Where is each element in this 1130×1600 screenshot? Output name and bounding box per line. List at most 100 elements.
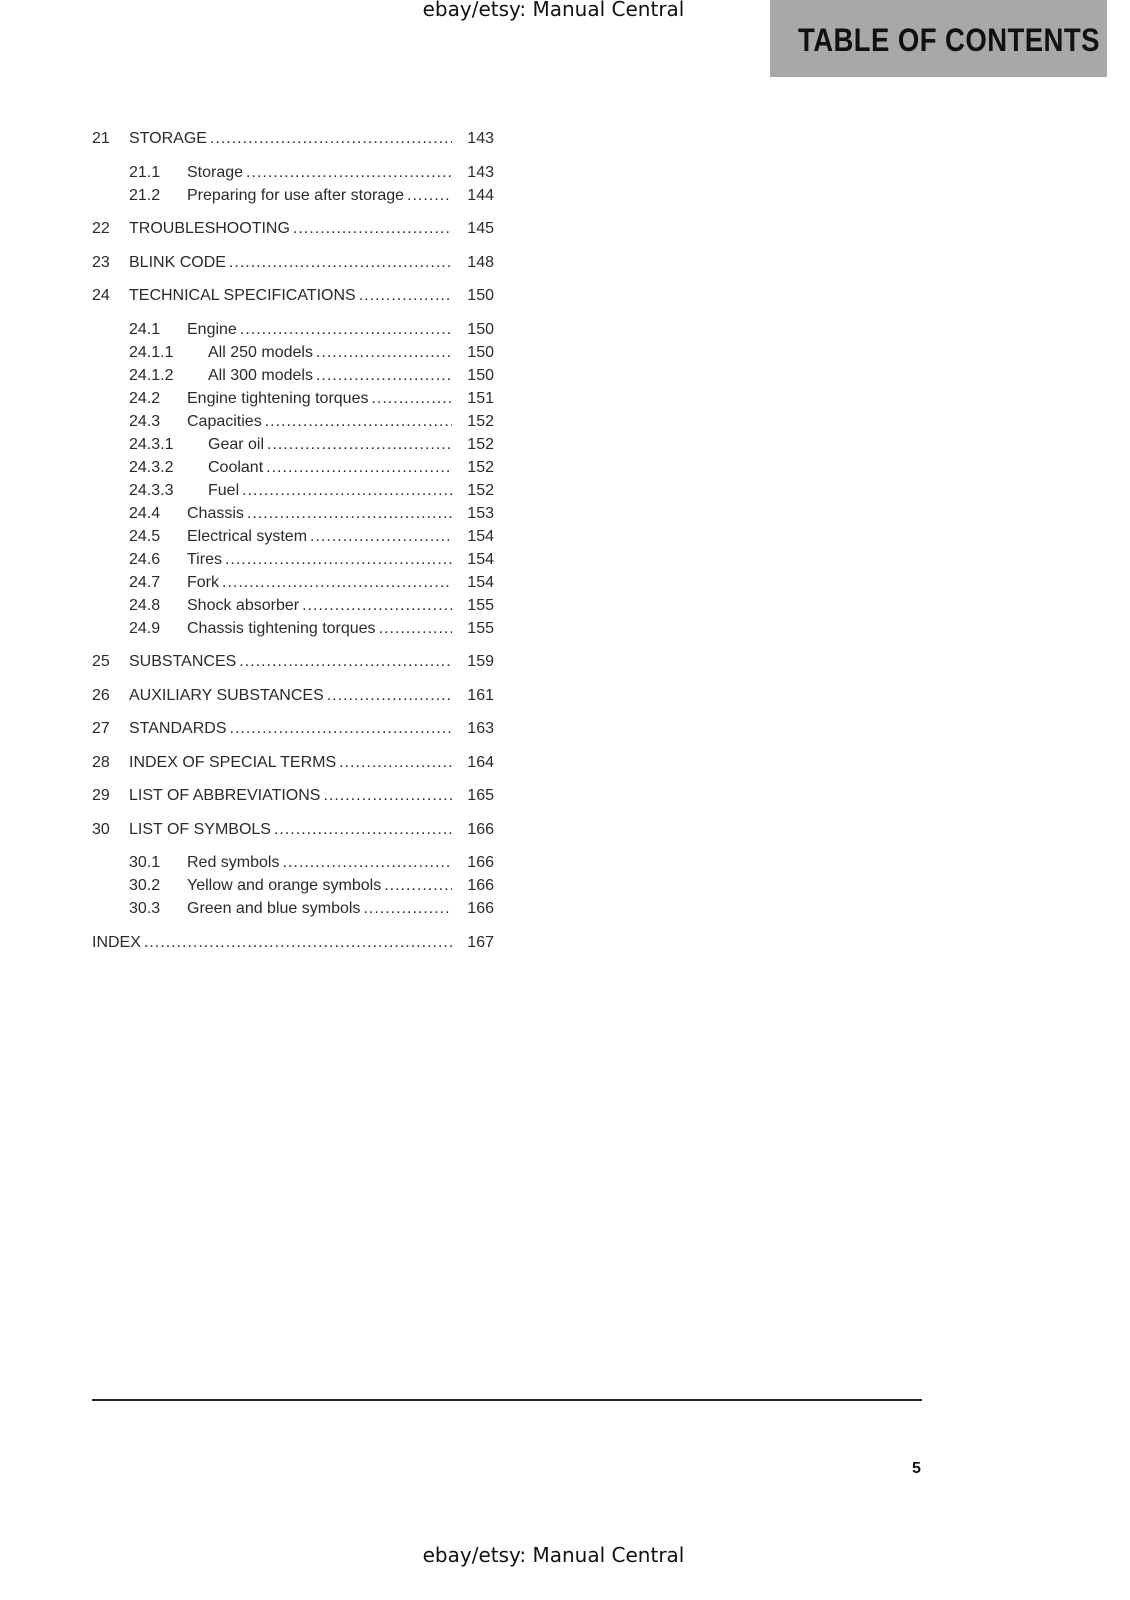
- toc-entry-number: 27: [92, 720, 110, 737]
- toc-entry-title: Chassis: [187, 504, 244, 522]
- toc-entry-number: 24.7: [129, 573, 161, 591]
- toc-entry[interactable]: 24.3.2 Coolant 152: [92, 456, 494, 479]
- toc-entry-title: Fork: [187, 573, 219, 591]
- dot-leader: [266, 456, 452, 479]
- toc-entry-number: 24.3.2: [129, 458, 174, 476]
- dot-leader: [246, 161, 452, 184]
- toc-entry-number: 26: [92, 686, 110, 704]
- toc-entry-page: 150: [467, 366, 494, 384]
- dot-leader: [363, 897, 452, 920]
- toc-entry[interactable]: 30.2 Yellow and orange symbols 166: [92, 874, 494, 897]
- toc-entry[interactable]: 25 SUBSTANCES 159: [92, 650, 494, 673]
- toc-entry[interactable]: 23 BLINK CODE 148: [92, 251, 494, 274]
- toc-entry[interactable]: 24.7 Fork 154: [92, 571, 494, 594]
- toc-entry-page: 150: [467, 287, 494, 304]
- toc-entry[interactable]: 24.3.3 Fuel 152: [92, 479, 494, 502]
- dot-leader: [239, 650, 452, 673]
- toc-entry-page: 151: [467, 389, 494, 407]
- toc-entry-number: 24.4: [129, 504, 161, 522]
- toc-entry[interactable]: 24.3 Capacities 152: [92, 410, 494, 433]
- dot-leader: [359, 284, 452, 307]
- dot-leader: [407, 184, 452, 207]
- toc-entry-page: 155: [467, 619, 494, 637]
- toc-entry-page: 165: [467, 787, 494, 804]
- toc-entry[interactable]: 24.4 Chassis 153: [92, 502, 494, 525]
- toc-entry-title: Capacities: [187, 412, 262, 430]
- watermark-top: ebay/etsy: Manual Central: [422, 0, 685, 21]
- dot-leader: [230, 717, 453, 740]
- toc-entry-page: 145: [467, 220, 494, 237]
- dot-leader: [339, 751, 452, 774]
- toc-entry-number: 22: [92, 220, 110, 237]
- toc-entry-number: 21: [92, 130, 110, 147]
- toc-entry[interactable]: 27 STANDARDS 163: [92, 717, 494, 740]
- toc-entry[interactable]: 24.1.2 All 300 models 150: [92, 364, 494, 387]
- toc-entry[interactable]: 24.8 Shock absorber 155: [92, 594, 494, 617]
- toc-entry[interactable]: 24.6 Tires 154: [92, 548, 494, 571]
- toc-entry[interactable]: 29 LIST OF ABBREVIATIONS 165: [92, 784, 494, 807]
- dot-leader: [316, 364, 452, 387]
- toc-entry-page: 152: [467, 458, 494, 476]
- toc-entry-page: 144: [467, 186, 494, 204]
- toc-entry-page: 152: [467, 435, 494, 453]
- dot-leader: [144, 931, 452, 954]
- toc-entry[interactable]: 30.3 Green and blue symbols 166: [92, 897, 494, 920]
- toc-entry-number: 24.5: [129, 527, 161, 545]
- toc-entry[interactable]: 30.1 Red symbols 166: [92, 851, 494, 874]
- toc-entry-page: 152: [467, 412, 494, 430]
- toc-entry-number: 23: [92, 253, 110, 271]
- toc-entry[interactable]: INDEX 167: [92, 931, 494, 954]
- dot-leader: [379, 617, 452, 640]
- toc-entry[interactable]: 24.5 Electrical system 154: [92, 525, 494, 548]
- toc-entry[interactable]: 21.1 Storage 143: [92, 161, 494, 184]
- page-number: 5: [912, 1460, 921, 1477]
- toc-entry-title: Engine: [187, 320, 237, 338]
- toc-entry-title: INDEX: [92, 933, 141, 951]
- toc-entry-number: 24.1.2: [129, 366, 174, 384]
- toc-entry-title: Green and blue symbols: [187, 900, 361, 917]
- dot-leader: [240, 318, 452, 341]
- toc-entry[interactable]: 21.2 Preparing for use after storage 144: [92, 184, 494, 207]
- toc-entry[interactable]: 21 STORAGE 143: [92, 127, 494, 150]
- toc-entry-page: 148: [467, 253, 494, 271]
- toc-entry[interactable]: 24.2 Engine tightening torques 151: [92, 387, 494, 410]
- toc-entry-page: 154: [467, 550, 494, 568]
- toc-entry[interactable]: 26 AUXILIARY SUBSTANCES 161: [92, 684, 494, 707]
- dot-leader: [242, 479, 452, 502]
- dot-leader: [327, 684, 452, 707]
- dot-leader: [310, 525, 452, 548]
- toc-entry-page: 153: [467, 504, 494, 522]
- toc-entry[interactable]: 24.1 Engine 150: [92, 318, 494, 341]
- toc-entry-page: 150: [467, 343, 494, 361]
- toc-entry-title: Tires: [187, 550, 222, 568]
- toc-entry[interactable]: 24.3.1 Gear oil 152: [92, 433, 494, 456]
- toc-entry[interactable]: 30 LIST OF SYMBOLS 166: [92, 818, 494, 841]
- toc-entry-page: 154: [467, 573, 494, 591]
- toc-entry[interactable]: 22 TROUBLESHOOTING 145: [92, 217, 494, 240]
- toc-entry-number: 24.8: [129, 596, 161, 614]
- dot-leader: [371, 387, 452, 410]
- dot-leader: [274, 818, 452, 841]
- dot-leader: [302, 594, 452, 617]
- toc-entry[interactable]: 28 INDEX OF SPECIAL TERMS 164: [92, 751, 494, 774]
- dot-leader: [316, 341, 452, 364]
- dot-leader: [384, 874, 452, 897]
- dot-leader: [323, 784, 452, 807]
- toc-entry-number: 24.1: [129, 320, 161, 338]
- toc-entry-number: 30.1: [129, 854, 161, 871]
- toc-entry[interactable]: 24.1.1 All 250 models 150: [92, 341, 494, 364]
- toc-entry-page: 166: [467, 820, 494, 838]
- toc-entry-number: 30: [92, 820, 110, 838]
- table-of-contents: 21 STORAGE 143 21.1 Storage 143 21.2 Preparing …: [92, 127, 494, 954]
- toc-entry-title: LIST OF SYMBOLS: [129, 820, 271, 838]
- toc-entry-number: 24.3: [129, 412, 161, 430]
- toc-entry[interactable]: 24 TECHNICAL SPECIFICATIONS 150: [92, 284, 494, 307]
- toc-entry-page: 143: [467, 163, 494, 181]
- toc-entry-title: INDEX OF SPECIAL TERMS: [129, 753, 337, 771]
- toc-entry[interactable]: 24.9 Chassis tightening torques 155: [92, 617, 494, 640]
- toc-entry-page: 159: [467, 653, 494, 670]
- toc-entry-page: 166: [467, 900, 494, 917]
- toc-entry-title: Coolant: [208, 458, 264, 476]
- toc-entry-number: 29: [92, 787, 110, 804]
- header-title: TABLE OF CONTENTS: [798, 22, 1100, 58]
